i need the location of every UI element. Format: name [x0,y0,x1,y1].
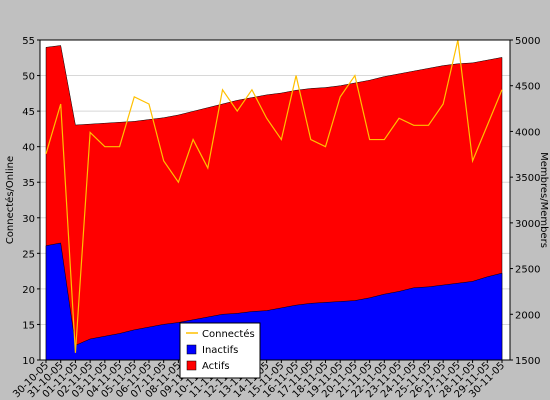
line-series [45,39,503,353]
y-right-tick-label-1: 2000 [515,310,540,321]
legend-swatch-actifs [186,360,197,371]
y-axis-right-title: Membres/Members [538,152,549,248]
y-left-tick-label-1: 15 [22,320,35,331]
y-axis-right-ticks: 1500 2000 2500 3000 3500 4000 4500 5000 [510,36,540,367]
area-actifs [45,45,503,361]
y-left-tick-label-2: 20 [22,285,35,296]
area-inactifs [45,242,503,361]
y-right-tick-label-2: 2500 [515,265,540,276]
plot-frame [39,39,511,361]
y-left-tick-label-7: 45 [22,107,35,118]
y-left-tick-label-6: 40 [22,143,35,154]
line-connectes [45,39,503,353]
y-left-tick-label-5: 35 [22,178,35,189]
y-left-tick-label-4: 30 [22,214,35,225]
legend-label-inactifs: Inactifs [202,345,238,356]
y-left-tick-label-3: 25 [22,249,35,260]
legend-label-actifs: Actifs [202,361,230,372]
y-right-tick-label-3: 3000 [515,219,540,230]
y-axis-left-title: Connectés/Online [4,156,16,244]
legend-swatch-inactifs [186,344,197,355]
y-axis-left-ticks: 10 15 20 25 30 35 40 45 50 55 [22,36,40,367]
y-left-tick-label-0: 10 [22,356,35,367]
legend-label-connectes: Connectés [202,328,255,340]
y-right-tick-label-6: 4500 [515,82,540,93]
y-left-tick-label-9: 55 [22,36,35,47]
legend: Connectés Inactifs Actifs [179,322,261,379]
y-right-tick-label-5: 4000 [515,127,540,138]
y-right-tick-label-0: 1500 [515,356,540,367]
y-right-tick-label-7: 5000 [515,36,540,47]
y-left-tick-label-8: 50 [22,72,35,83]
area-series [45,45,503,361]
y-right-tick-label-4: 3500 [515,173,540,184]
